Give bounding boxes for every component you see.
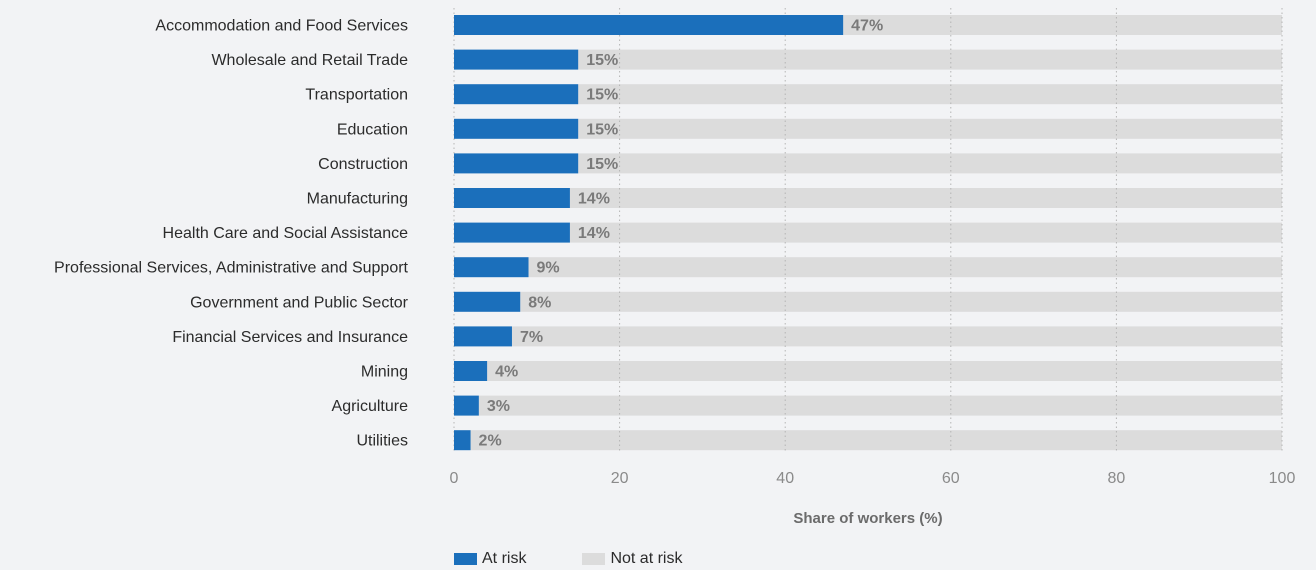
data-label: 15%	[586, 156, 618, 173]
x-tick-label: 100	[1269, 470, 1296, 487]
bar-not-at-risk	[470, 430, 1282, 451]
category-label: Wholesale and Retail Trade	[211, 52, 408, 69]
bar-not-at-risk	[511, 326, 1283, 347]
bar-at-risk	[454, 15, 844, 35]
data-label: 47%	[851, 18, 883, 35]
data-label: 8%	[528, 294, 551, 311]
legend-swatch-at-risk	[454, 553, 477, 565]
bar-not-at-risk	[569, 188, 1282, 208]
category-label: Utilities	[356, 433, 408, 450]
category-label: Manufacturing	[307, 191, 408, 208]
data-label: 9%	[537, 260, 560, 277]
x-tick-label: 60	[942, 470, 960, 487]
data-label: 15%	[586, 121, 618, 138]
bar-not-at-risk	[578, 118, 1282, 139]
bar-at-risk	[454, 222, 570, 243]
legend-label-not-at-risk: Not at risk	[610, 550, 683, 567]
bar-not-at-risk	[528, 257, 1282, 278]
legend-label-at-risk: At risk	[482, 550, 527, 567]
x-tick-label: 20	[611, 470, 629, 487]
x-tick-label: 0	[450, 470, 459, 487]
legend-item-at-risk: At risk	[454, 550, 526, 568]
data-label: 3%	[487, 398, 510, 415]
category-label: Health Care and Social Assistance	[163, 225, 409, 242]
bar-not-at-risk	[487, 361, 1282, 381]
bar-not-at-risk	[843, 15, 1282, 35]
category-label: Transportation	[305, 87, 408, 104]
bar-not-at-risk	[520, 291, 1282, 312]
bar-at-risk	[454, 153, 579, 174]
category-label: Government and Public Sector	[190, 294, 409, 311]
data-label: 14%	[578, 191, 610, 208]
bar-not-at-risk	[478, 395, 1283, 416]
data-label: 15%	[586, 52, 618, 69]
bar-at-risk	[454, 326, 512, 347]
category-label: Agriculture	[332, 398, 409, 415]
legend: At risk Not at risk	[454, 550, 738, 568]
data-label: 2%	[479, 433, 502, 450]
x-tick-label: 80	[1108, 470, 1126, 487]
bar-at-risk	[454, 291, 521, 312]
bar-at-risk	[454, 118, 579, 139]
legend-swatch-not-at-risk	[582, 553, 606, 565]
x-tick-label: 40	[776, 470, 794, 487]
category-label: Education	[337, 121, 408, 138]
bar-at-risk	[454, 188, 570, 208]
bar-at-risk	[454, 84, 579, 105]
bar-not-at-risk	[578, 84, 1282, 105]
data-label: 14%	[578, 225, 610, 242]
bar-at-risk	[454, 430, 471, 451]
bar-not-at-risk	[578, 153, 1282, 174]
data-label: 15%	[586, 87, 618, 104]
bar-at-risk	[454, 395, 479, 416]
bar-chart: 47% Accommodation and Food Services 15% Who…	[54, 8, 1296, 527]
category-label: Financial Services and Insurance	[172, 329, 408, 346]
category-label: Accommodation and Food Services	[155, 18, 408, 35]
category-label: Mining	[361, 364, 408, 381]
bar-at-risk	[454, 361, 488, 381]
data-label: 7%	[520, 329, 543, 346]
category-label: Construction	[318, 156, 408, 173]
legend-item-not-at-risk: Not at risk	[582, 550, 682, 568]
bar-at-risk	[454, 257, 529, 278]
bar-at-risk	[454, 49, 579, 70]
data-label: 4%	[495, 364, 518, 381]
x-axis-title: Share of workers (%)	[793, 510, 942, 527]
bar-not-at-risk	[578, 49, 1282, 70]
category-label: Professional Services, Administrative an…	[54, 260, 409, 277]
bar-not-at-risk	[569, 222, 1282, 243]
